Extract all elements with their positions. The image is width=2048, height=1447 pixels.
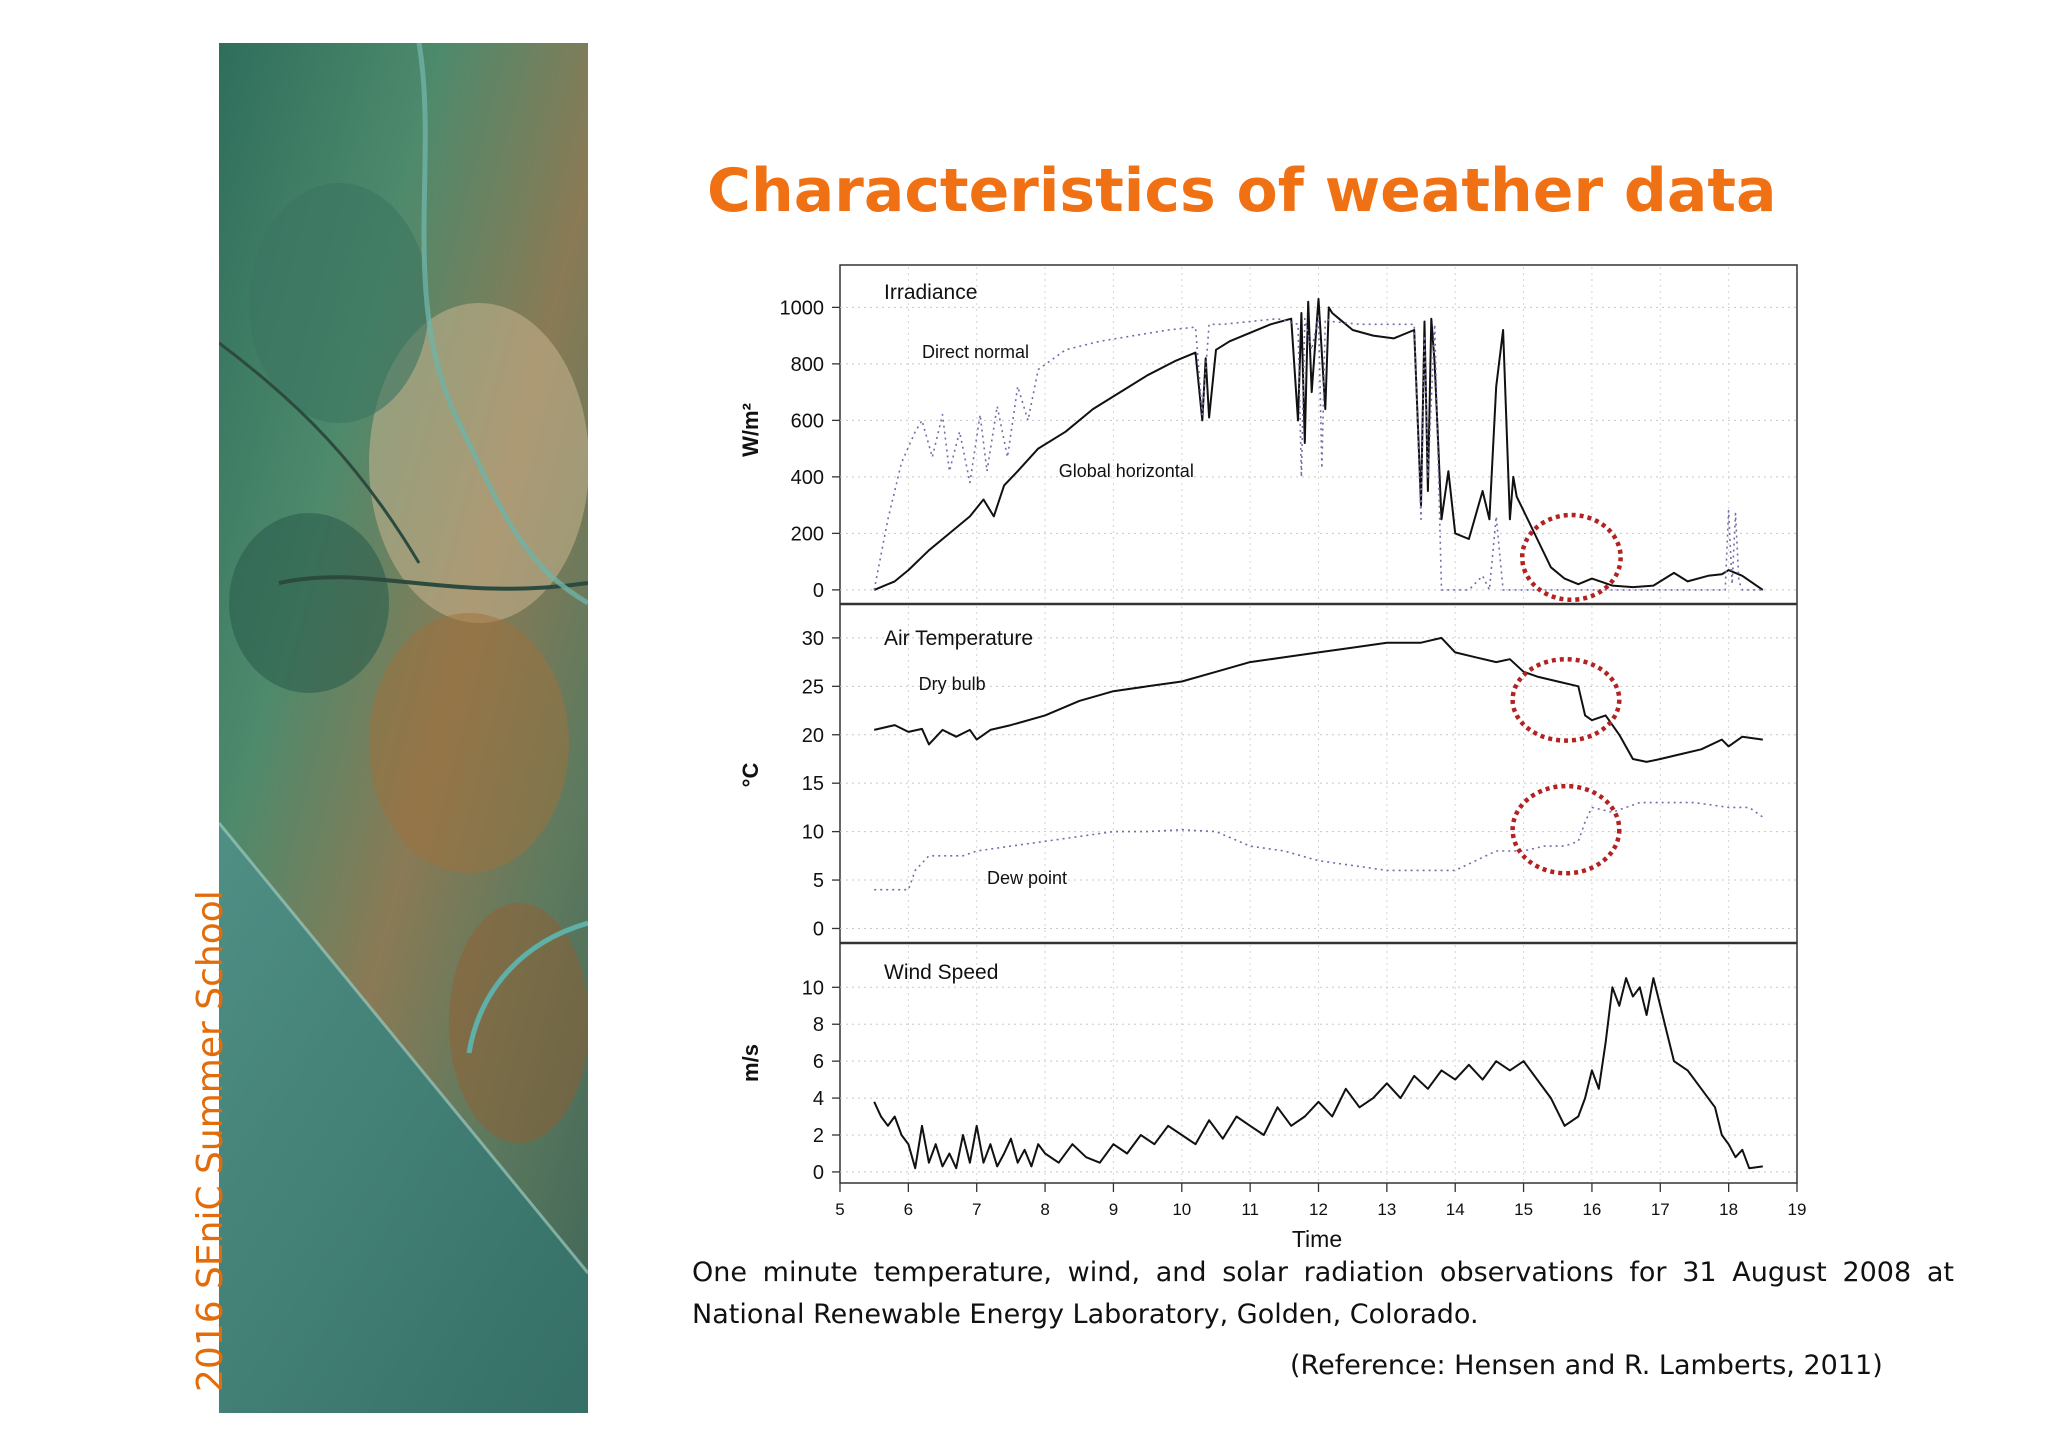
caption-line-1: One minute temperature, wind, and solar … — [692, 1257, 1954, 1288]
y-tick-label: 0 — [813, 918, 824, 940]
series-line — [873, 297, 1764, 591]
y-tick-label: 0 — [813, 580, 824, 602]
reference-note: (Reference: Hensen and R. Lamberts, 2011… — [1290, 1350, 1883, 1381]
x-tick-label: 8 — [1040, 1200, 1049, 1219]
series-layer — [873, 977, 1763, 1170]
x-axis-ticks: 5 6 7 8 9 10 11 12 13 14 15 16 17 18 19 — [835, 1183, 1806, 1219]
y-tick-label: 15 — [802, 773, 824, 795]
y-axis-label: m/s — [738, 1044, 763, 1082]
y-tick-label: 1000 — [780, 297, 825, 319]
series-line-dotted — [874, 801, 1764, 891]
side-label: 2016 SEniC Summer School — [190, 890, 231, 1392]
panel-irradiance: Irradiance W/m² 0 200 400 600 800 1000 Direct… — [738, 267, 1797, 603]
highlight-circle — [1510, 656, 1622, 743]
y-tick-label: 8 — [813, 1014, 824, 1036]
series-annotation: Direct normal — [922, 342, 1029, 362]
y-tick-label: 0 — [813, 1162, 824, 1184]
x-tick-label: 7 — [972, 1200, 981, 1219]
series-line-dotted — [873, 315, 1763, 591]
x-tick-label: 16 — [1582, 1200, 1601, 1219]
panel-grid — [840, 267, 1797, 602]
series-annotation: Dry bulb — [919, 674, 986, 694]
panel-label: Wind Speed — [884, 961, 998, 984]
y-tick-label: 5 — [813, 870, 824, 892]
x-tick-label: 5 — [835, 1200, 844, 1219]
panel-label: Air Temperature — [884, 627, 1033, 650]
y-axis-ticks: 0 2 4 6 8 10 — [802, 977, 840, 1184]
highlight-circle — [1510, 783, 1622, 876]
y-axis-label: °C — [738, 763, 763, 788]
series-layer — [873, 297, 1764, 591]
x-tick-label: 6 — [904, 1200, 913, 1219]
annotation-layer: Dry bulb Dew point — [919, 674, 1067, 888]
x-tick-label: 12 — [1309, 1200, 1328, 1219]
y-tick-label: 25 — [802, 676, 824, 698]
series-annotation: Global horizontal — [1059, 461, 1194, 481]
x-tick-label: 14 — [1446, 1200, 1465, 1219]
slide-title: Characteristics of weather data — [707, 156, 1777, 226]
x-tick-label: 19 — [1788, 1200, 1807, 1219]
y-tick-label: 6 — [813, 1051, 824, 1073]
highlight-layer — [1510, 656, 1622, 876]
annotation-layer: Direct normal Global horizontal — [922, 342, 1194, 481]
x-tick-label: 15 — [1514, 1200, 1533, 1219]
x-tick-label: 13 — [1377, 1200, 1396, 1219]
series-layer — [873, 636, 1764, 891]
y-axis-ticks: 0 5 10 15 20 25 30 — [802, 628, 840, 940]
highlight-circle — [1519, 512, 1623, 603]
x-tick-label: 9 — [1109, 1200, 1118, 1219]
x-tick-label: 18 — [1719, 1200, 1738, 1219]
x-tick-label: 17 — [1651, 1200, 1670, 1219]
highlight-layer — [1519, 512, 1623, 603]
panel-grid — [840, 606, 1797, 941]
chart-frame — [839, 264, 1798, 1184]
y-tick-label: 400 — [791, 467, 824, 489]
panel-wind-speed: Wind Speed m/s 0 2 4 6 8 10 — [738, 945, 1797, 1184]
y-tick-label: 2 — [813, 1125, 824, 1147]
y-tick-label: 600 — [791, 410, 824, 432]
caption-line-2: National Renewable Energy Laboratory, Go… — [692, 1299, 1479, 1330]
x-axis-label: Time — [1292, 1226, 1342, 1252]
y-axis-ticks: 0 200 400 600 800 1000 — [780, 297, 840, 602]
y-tick-label: 30 — [802, 628, 824, 650]
series-line — [873, 977, 1763, 1170]
series-annotation: Dew point — [987, 868, 1067, 888]
plot-border — [839, 264, 1798, 1184]
series-line — [873, 636, 1763, 763]
figure-caption: One minute temperature, wind, and solar … — [692, 1252, 1954, 1336]
panel-air-temperature: Air Temperature °C 0 5 10 15 20 25 30 Dry bulb… — [738, 606, 1797, 941]
x-tick-label: 11 — [1241, 1200, 1259, 1219]
y-axis-label: W/m² — [738, 403, 763, 457]
aerial-landscape-photo — [219, 43, 588, 1413]
y-tick-label: 10 — [802, 977, 824, 999]
x-tick-label: 10 — [1172, 1200, 1191, 1219]
y-tick-label: 200 — [791, 523, 824, 545]
y-tick-label: 800 — [791, 354, 824, 376]
panel-label: Irradiance — [884, 281, 977, 304]
y-tick-label: 4 — [813, 1088, 824, 1110]
y-tick-label: 20 — [802, 725, 824, 747]
y-tick-label: 10 — [802, 822, 824, 844]
